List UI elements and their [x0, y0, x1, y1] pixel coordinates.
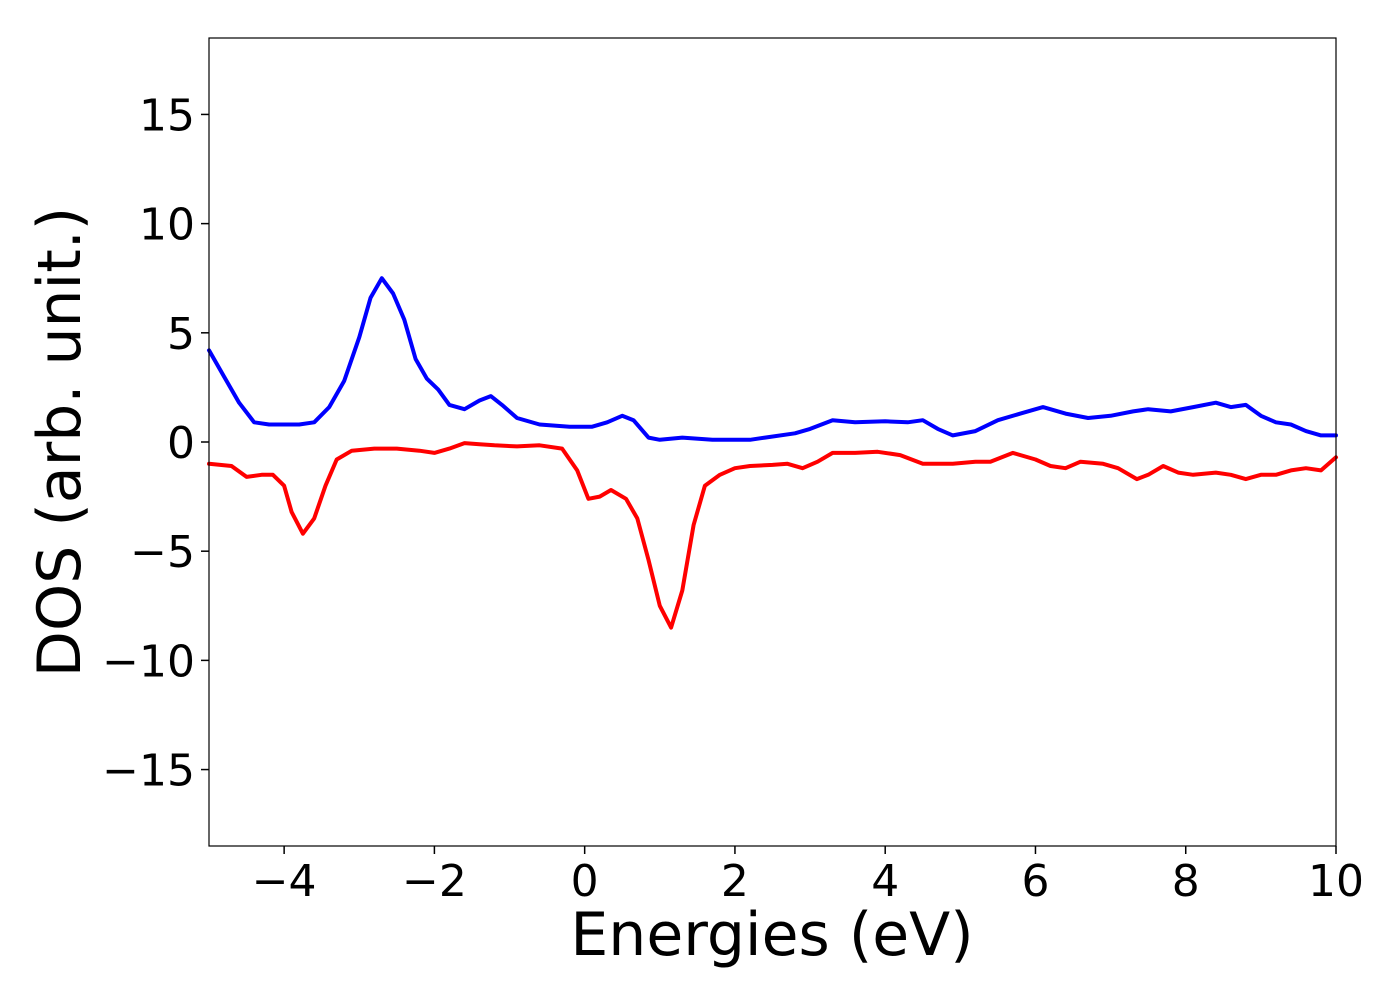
x-tick-label: 2: [721, 856, 749, 907]
y-axis-label: DOS (arb. unit.): [25, 207, 95, 677]
x-tick-label: 10: [1308, 856, 1364, 907]
plot-area: [207, 37, 1338, 847]
x-tick-label: −2: [402, 856, 467, 907]
series-line-1: [207, 276, 1338, 442]
y-tick-label: −5: [130, 527, 195, 578]
y-tick-label: 15: [139, 90, 195, 141]
x-tick-label: 6: [1021, 856, 1049, 907]
y-axis: −15 −10 −5 0 5 10 15: [102, 90, 209, 797]
y-tick-label: −10: [102, 636, 195, 687]
x-tick-label: −4: [252, 856, 317, 907]
y-tick-label: 5: [167, 309, 195, 360]
x-tick-label: 4: [871, 856, 899, 907]
y-tick-label: −15: [102, 746, 195, 797]
x-tick-label: 0: [571, 856, 599, 907]
x-tick-label: 8: [1172, 856, 1200, 907]
series-line-2: [207, 441, 1338, 630]
x-axis: −4 −2 0 2 4 6 8 10: [252, 846, 1364, 907]
axes-frame: [208, 37, 1337, 847]
y-tick-label: 10: [139, 200, 195, 251]
x-axis-label: Energies (eV): [570, 900, 973, 970]
series-layer: [207, 276, 1338, 630]
y-tick-label: 0: [167, 418, 195, 469]
